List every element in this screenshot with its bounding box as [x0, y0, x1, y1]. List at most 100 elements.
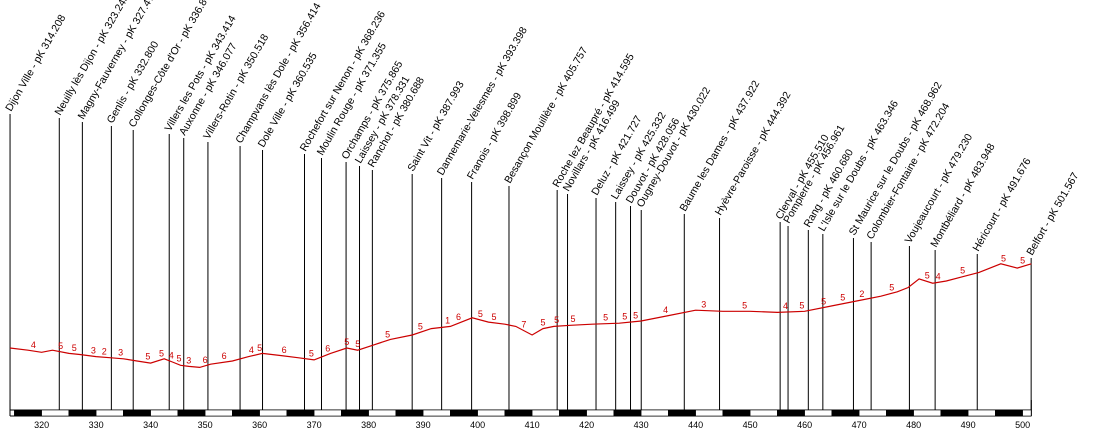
scale-segment	[232, 409, 260, 417]
scale-segment	[504, 409, 533, 417]
gradient-label: 5	[960, 266, 965, 276]
station-label: Villers les Pots - pK 343.414	[162, 13, 238, 133]
gradient-label: 5	[145, 352, 150, 362]
scale-segment	[177, 409, 206, 417]
gradient-label: 5	[344, 337, 349, 347]
gradient-label: 5	[257, 343, 262, 353]
profile-line	[9, 263, 1032, 369]
profile-line-group	[9, 263, 1032, 369]
scale-segment	[749, 409, 778, 417]
gradient-label: 5	[889, 282, 894, 292]
scale-segment	[586, 409, 615, 417]
gradient-label: 4	[663, 305, 668, 315]
gradient-label: 5	[418, 321, 423, 331]
gradient-label: 3	[186, 355, 191, 365]
scale-segment	[286, 409, 315, 417]
scale-segment	[95, 409, 124, 417]
gradient-label: 4	[31, 340, 36, 350]
x-tick-label: 330	[89, 420, 104, 430]
gradient-label: 6	[222, 351, 227, 361]
km-tick-labels: 320 330 340 350 360 370 380 390 400 410 420 430 440 4…	[34, 420, 1030, 430]
station-label: Hyèvre-Paroisse - pK 444.392	[713, 90, 794, 218]
gradient-label: 6	[203, 355, 208, 365]
gradient-label: 5	[840, 293, 845, 303]
x-tick-label: 480	[906, 420, 921, 430]
scale-segment	[477, 409, 506, 417]
scale-segment	[967, 409, 996, 417]
gradient-label: 5	[541, 318, 546, 328]
x-tick-label: 420	[579, 420, 594, 430]
gradient-label: 7	[521, 320, 526, 330]
gradient-label: 5	[58, 341, 63, 351]
scale-segment	[41, 409, 70, 417]
x-tick-label: 370	[307, 420, 322, 430]
x-tick-label: 490	[961, 420, 976, 430]
gradient-label: 5	[355, 339, 360, 349]
scale-segment	[995, 409, 1023, 417]
gradient-label: 3	[91, 345, 96, 355]
gradient-label: 6	[282, 345, 287, 355]
scale-segment	[695, 409, 724, 417]
scale-segment	[14, 409, 42, 417]
station-label: Dijon Ville - pK 314.208	[3, 12, 68, 113]
gradient-label: 5	[603, 313, 608, 323]
x-tick-label: 380	[361, 420, 376, 430]
gradient-label: 4	[169, 351, 174, 361]
gradient-label: 4	[249, 345, 254, 355]
scale-segment	[858, 409, 887, 417]
scale-segment	[940, 409, 969, 417]
gradient-label: 5	[1001, 253, 1006, 263]
scale-segment	[722, 409, 751, 417]
gradient-label: 5	[159, 349, 164, 359]
scale-segment	[1022, 409, 1032, 417]
gradient-label: 6	[325, 343, 330, 353]
x-tick-label: 440	[688, 420, 703, 430]
scale-segment	[150, 409, 179, 417]
x-tick-label: 350	[198, 420, 213, 430]
x-tick-label: 360	[252, 420, 267, 430]
gradient-label: 5	[622, 312, 627, 322]
gradient-label: 1	[445, 316, 450, 326]
gradient-label: 5	[309, 349, 314, 359]
gradient-label: 5	[742, 300, 747, 310]
gradient-label: 5	[176, 354, 181, 364]
scale-segment	[68, 409, 97, 417]
x-tick-label: 460	[797, 420, 812, 430]
gradient-label: 5	[554, 315, 559, 325]
scale-segment	[804, 409, 833, 417]
x-tick-label: 470	[852, 420, 867, 430]
gradient-label: 5	[1020, 255, 1025, 265]
scale-segment	[777, 409, 805, 417]
scale-segment	[313, 409, 342, 417]
scale-segment	[341, 409, 369, 417]
scale-segment	[640, 409, 669, 417]
gradient-label: 3	[701, 300, 706, 310]
x-tick-label: 410	[525, 420, 540, 430]
scale-segment	[259, 409, 288, 417]
x-tick-label: 340	[143, 420, 158, 430]
scale-segment	[395, 409, 424, 417]
scale-segment	[913, 409, 942, 417]
gradient-label: 5	[478, 309, 483, 319]
scale-segment	[368, 409, 397, 417]
gradient-label: 3	[118, 348, 123, 358]
x-tick-label: 500	[1015, 420, 1030, 430]
gradient-label: 5	[633, 311, 638, 321]
scale-segment	[613, 409, 642, 417]
distance-scale-bar	[9, 400, 1032, 417]
gradient-label: 2	[102, 346, 107, 356]
scale-segment	[886, 409, 914, 417]
x-tick-label: 450	[743, 420, 758, 430]
gradient-label: 4	[783, 301, 788, 311]
gradient-label: 5	[799, 300, 804, 310]
gradient-label: 5	[925, 270, 930, 280]
x-tick-label: 430	[634, 420, 649, 430]
scale-segment	[204, 409, 233, 417]
scale-segment	[668, 409, 696, 417]
x-tick-label: 400	[470, 420, 485, 430]
gradient-label: 5	[491, 312, 496, 322]
gradient-label: 6	[456, 312, 461, 322]
station-label: Belfort - pK 501.567	[1024, 170, 1081, 257]
gradient-label: 5	[72, 343, 77, 353]
